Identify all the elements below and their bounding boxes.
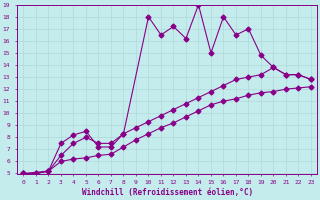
X-axis label: Windchill (Refroidissement éolien,°C): Windchill (Refroidissement éolien,°C)	[82, 188, 253, 197]
